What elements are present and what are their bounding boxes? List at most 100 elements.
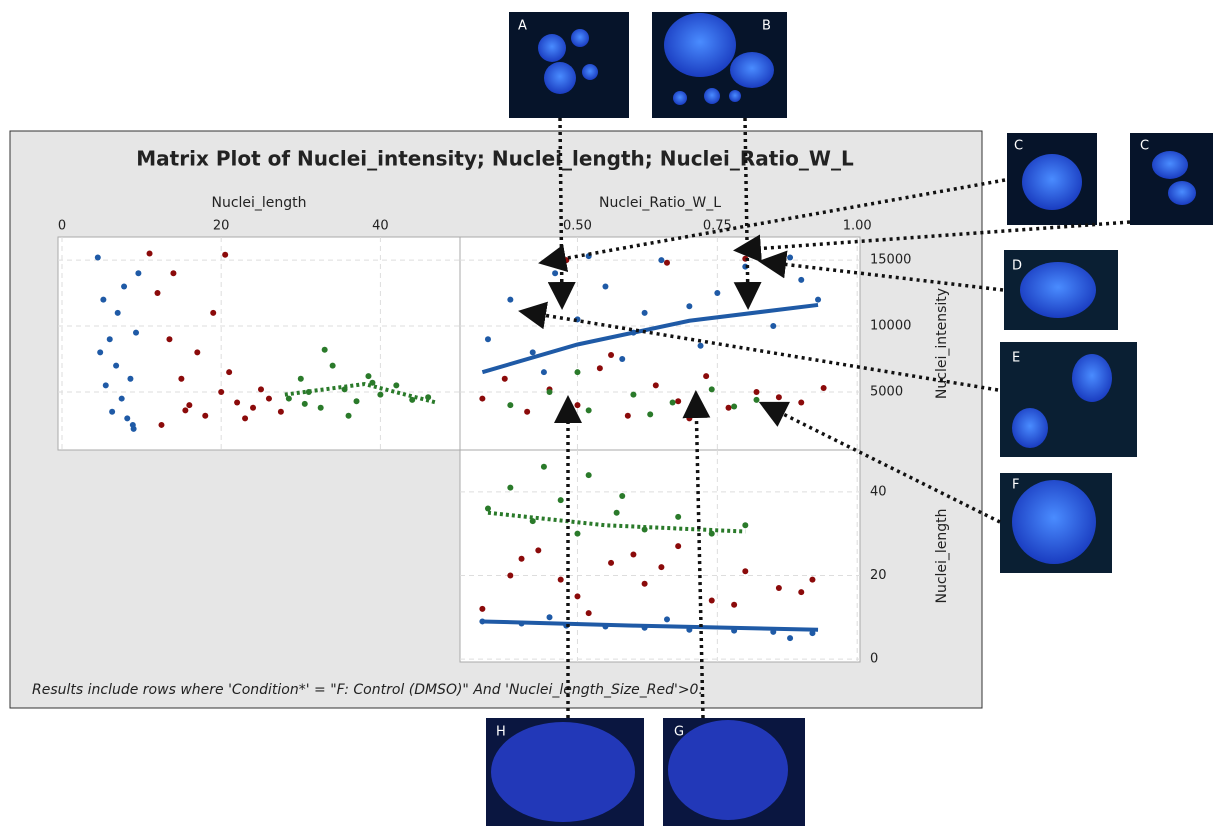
point: [602, 283, 609, 290]
point: [102, 382, 109, 389]
point: [507, 402, 514, 409]
point: [297, 375, 304, 382]
point: [479, 395, 486, 402]
y-tick-label: 20: [870, 568, 887, 583]
point: [277, 408, 284, 415]
x-axis-label: Nuclei_length: [211, 195, 306, 211]
x-axis-label: Nuclei_Ratio_W_L: [599, 195, 721, 211]
point: [118, 395, 125, 402]
pointer-arrows: [518, 117, 1131, 719]
point: [301, 400, 308, 407]
point: [479, 605, 486, 612]
point: [708, 530, 715, 537]
point: [798, 399, 805, 406]
point: [529, 349, 536, 356]
point: [608, 559, 615, 566]
point: [596, 365, 603, 372]
point: [608, 352, 615, 359]
point: [133, 329, 140, 336]
point: [731, 403, 738, 410]
fit-line: [487, 510, 746, 534]
point: [234, 399, 241, 406]
point: [815, 296, 822, 303]
point: [409, 396, 416, 403]
point: [501, 375, 508, 382]
point: [210, 309, 217, 316]
point: [393, 382, 400, 389]
point: [507, 484, 514, 491]
arrow: [547, 117, 576, 310]
point: [182, 407, 189, 414]
point: [585, 610, 592, 617]
point: [540, 369, 547, 376]
point: [186, 402, 193, 409]
point: [775, 584, 782, 591]
image-b: B: [652, 12, 787, 118]
point: [652, 382, 659, 389]
arrow: [758, 250, 1004, 292]
point: [194, 349, 201, 356]
point: [154, 290, 161, 297]
point: [731, 601, 738, 608]
point: [708, 386, 715, 393]
point: [753, 396, 760, 403]
arrow: [733, 220, 1131, 263]
image-a: A: [509, 12, 629, 118]
point: [265, 395, 272, 402]
point: [725, 404, 732, 411]
point: [663, 259, 670, 266]
point: [321, 346, 328, 353]
point: [630, 391, 637, 398]
point: [574, 369, 581, 376]
point: [507, 572, 514, 579]
point: [619, 492, 626, 499]
point: [317, 404, 324, 411]
point: [345, 412, 352, 419]
x-tick-label: 1.00: [843, 219, 872, 234]
chart-title: Matrix Plot of Nuclei_intensity; Nuclei_…: [136, 147, 854, 171]
image-label: B: [762, 19, 771, 34]
point: [770, 323, 777, 330]
panel: [57, 236, 461, 451]
point: [613, 509, 620, 516]
image-label: G: [674, 725, 684, 740]
point: [675, 513, 682, 520]
point: [641, 580, 648, 587]
point: [697, 342, 704, 349]
point: [675, 398, 682, 405]
point: [170, 270, 177, 277]
point: [127, 375, 134, 382]
point: [624, 412, 631, 419]
point: [113, 362, 120, 369]
point: [753, 388, 760, 395]
image-e: E: [1000, 342, 1137, 457]
point: [178, 375, 185, 382]
arrow: [758, 401, 1001, 524]
point: [708, 597, 715, 604]
image-c1: C: [1007, 133, 1097, 225]
point: [658, 564, 665, 571]
point: [129, 421, 136, 428]
point: [226, 369, 233, 376]
y-axis-label: Nuclei_intensity: [934, 288, 950, 399]
panel: [459, 236, 861, 451]
point: [552, 270, 559, 277]
point: [641, 309, 648, 316]
x-tick-label: 0: [58, 219, 66, 234]
y-tick-label: 10000: [870, 319, 911, 334]
point: [669, 399, 676, 406]
x-tick-label: 40: [372, 219, 389, 234]
point: [166, 336, 173, 343]
panels: 0 20 40 Nuclei_length 0.50 0.75 1.00 5000 10000 1…: [57, 195, 950, 667]
y-axis-label: Nuclei_length: [934, 508, 950, 603]
point: [158, 421, 165, 428]
point: [557, 576, 564, 583]
x-tick-label: 20: [213, 219, 230, 234]
image-label: F: [1012, 478, 1019, 493]
point: [377, 391, 384, 398]
image-g: G: [663, 718, 805, 826]
point: [109, 408, 116, 415]
image-label: E: [1012, 351, 1020, 366]
point: [529, 518, 536, 525]
